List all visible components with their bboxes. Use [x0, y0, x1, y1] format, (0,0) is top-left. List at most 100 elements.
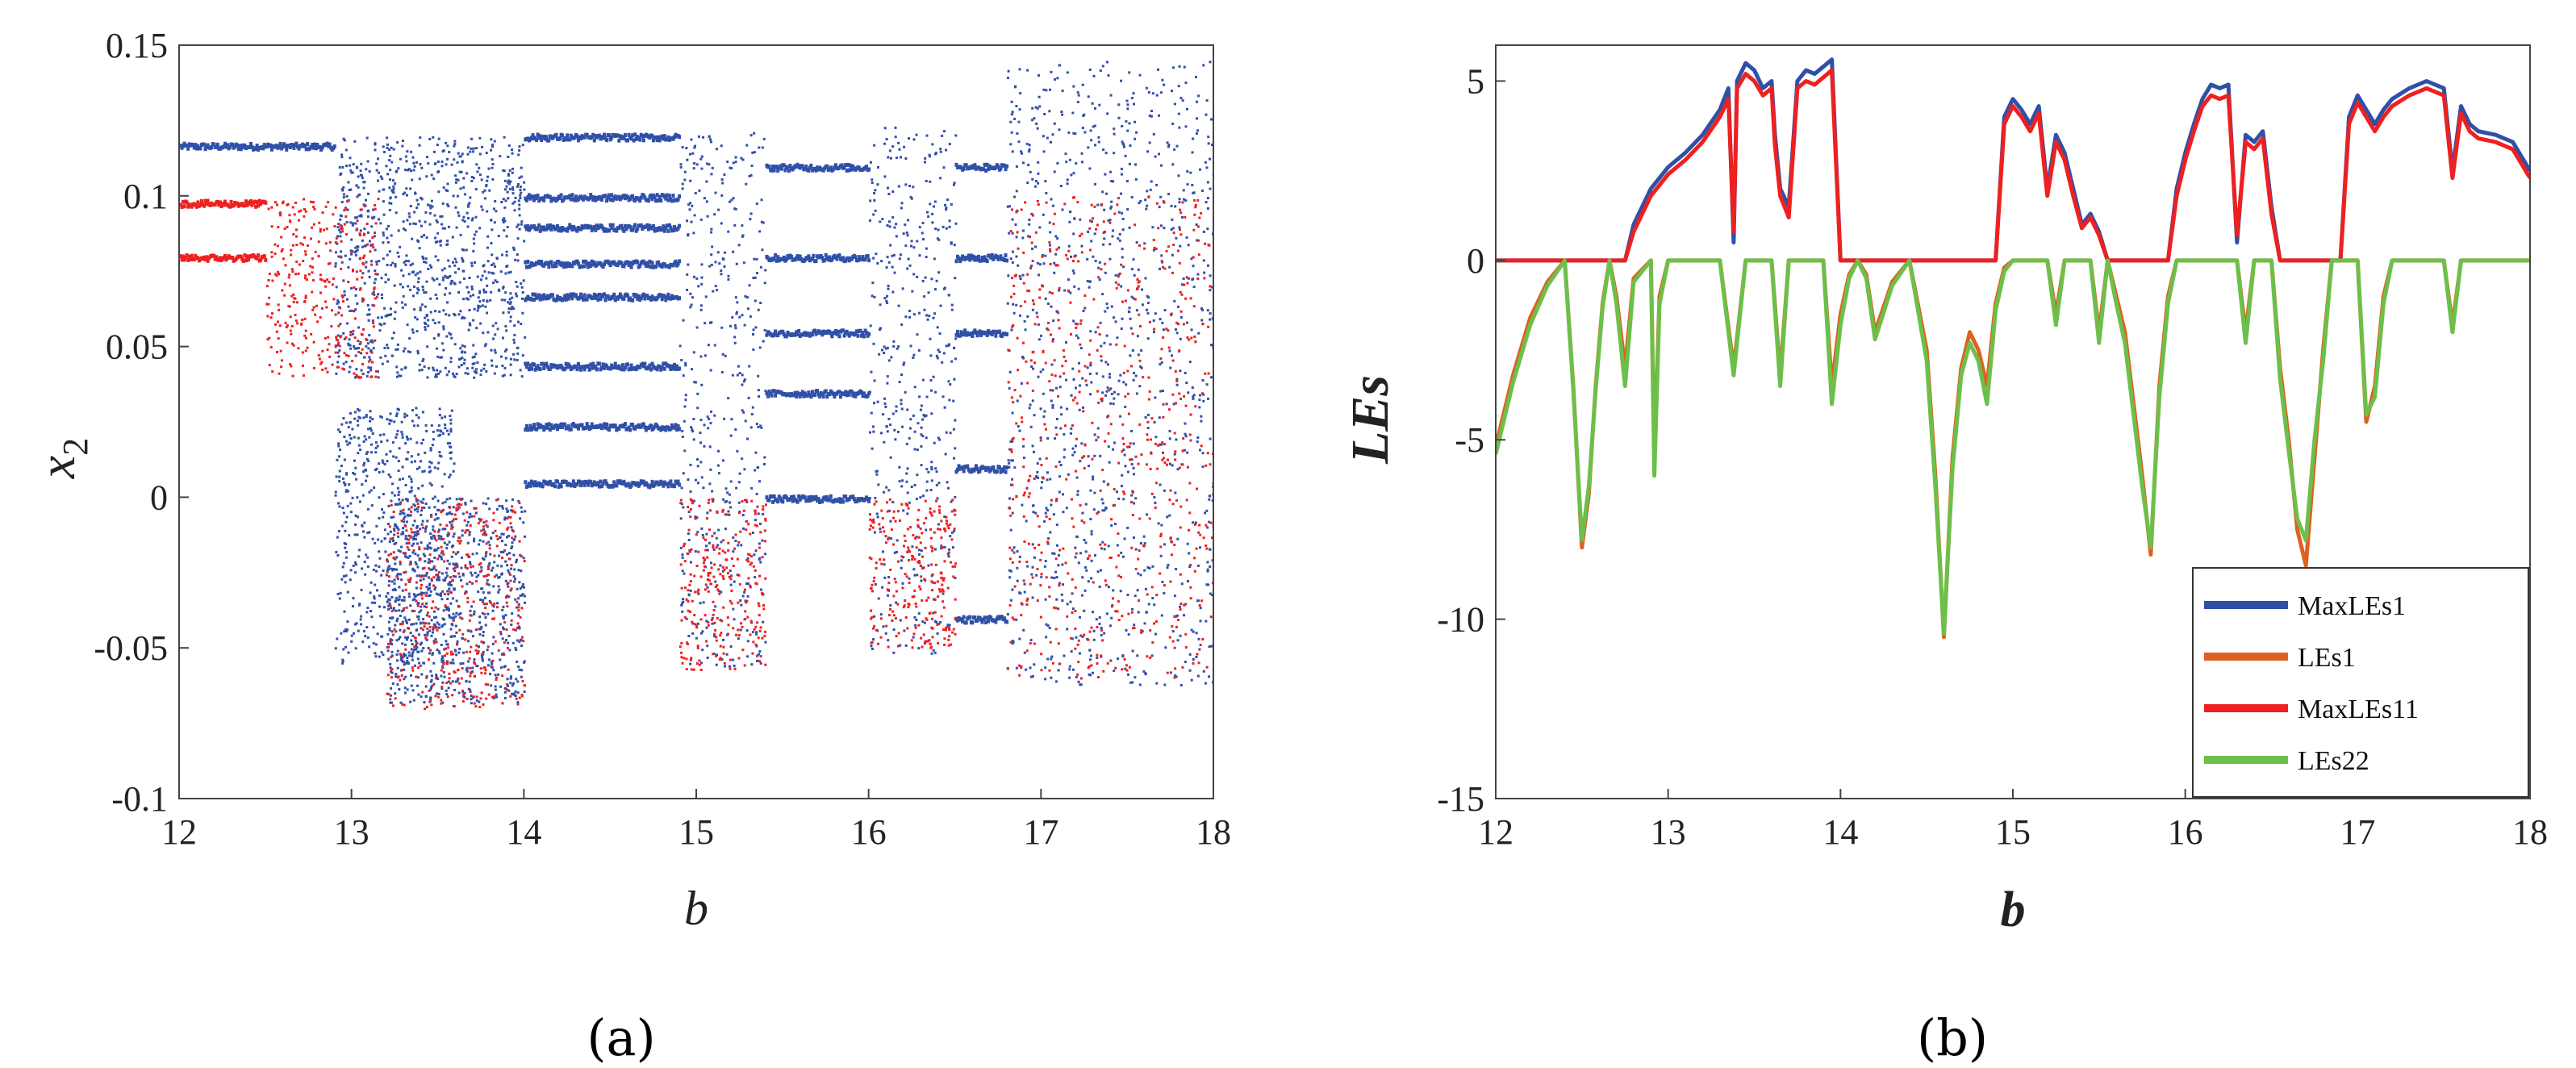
scatter-point: [369, 358, 372, 361]
scatter-point: [758, 650, 762, 653]
scatter-point: [384, 315, 387, 318]
scatter-point: [448, 540, 451, 544]
scatter-point: [622, 136, 626, 140]
scatter-point: [428, 546, 432, 549]
scatter-point: [810, 390, 814, 394]
scatter-point: [405, 160, 408, 163]
scatter-point: [448, 614, 451, 617]
scatter-point: [344, 529, 347, 532]
scatter-point: [424, 328, 427, 332]
scatter-point: [362, 464, 365, 467]
scatter-point: [603, 365, 607, 370]
scatter-point: [937, 523, 940, 526]
scatter-point: [559, 193, 563, 198]
scatter-point: [463, 344, 466, 348]
scatter-point: [480, 655, 483, 658]
scatter-point: [689, 662, 692, 665]
scatter-point: [421, 286, 424, 289]
scatter-point: [444, 576, 447, 579]
scatter-point: [375, 169, 378, 172]
scatter-point: [781, 499, 785, 504]
scatter-point: [399, 282, 402, 286]
scatter-point: [622, 479, 626, 484]
scatter-point: [470, 285, 474, 288]
scatter-point: [406, 150, 409, 153]
scatter-point: [899, 253, 902, 257]
scatter-point: [786, 165, 790, 170]
scatter-point: [397, 549, 400, 552]
scatter-point: [872, 342, 875, 345]
scatter-point: [710, 231, 713, 234]
scatter-point: [958, 333, 962, 338]
scatter-point: [461, 351, 464, 354]
scatter-point: [706, 162, 709, 165]
scatter-point: [512, 553, 516, 557]
scatter-point: [212, 142, 216, 147]
scatter-point: [336, 334, 340, 337]
scatter-point: [440, 537, 443, 540]
scatter-point: [887, 186, 890, 190]
scatter-point: [412, 538, 415, 541]
scatter-point: [453, 144, 456, 148]
scatter-point: [632, 225, 636, 230]
scatter-point: [850, 167, 854, 172]
scatter-point: [891, 265, 894, 269]
scatter-point: [601, 482, 605, 486]
scatter-point: [876, 261, 879, 265]
scatter-point: [798, 394, 802, 398]
scatter-point: [493, 561, 496, 564]
scatter-point: [500, 253, 503, 257]
scatter-point: [474, 511, 478, 515]
scatter-point: [478, 291, 482, 294]
scatter-point: [582, 197, 586, 202]
scatter-point: [366, 160, 369, 163]
scatter-point: [795, 330, 799, 335]
scatter-point: [390, 650, 394, 653]
scatter-point: [425, 586, 428, 589]
scatter-point: [392, 568, 395, 571]
scatter-point: [440, 687, 444, 690]
scatter-point: [767, 164, 771, 169]
scatter-point: [385, 453, 388, 456]
scatter-point: [699, 432, 702, 435]
scatter-point: [872, 213, 875, 216]
scatter-point: [729, 645, 733, 649]
scatter-point: [516, 253, 519, 257]
scatter-point: [433, 214, 436, 217]
scatter-point: [861, 255, 865, 260]
scatter-point: [424, 305, 427, 308]
scatter-point: [474, 370, 478, 373]
scatter-point: [695, 516, 699, 519]
scatter-point: [660, 264, 664, 269]
scatter-point: [397, 599, 400, 602]
scatter-point: [236, 147, 240, 152]
scatter-point: [446, 559, 449, 562]
scatter-point: [402, 608, 405, 611]
scatter-point: [758, 558, 761, 561]
scatter-point: [374, 652, 377, 655]
scatter-point: [599, 484, 603, 489]
scatter-point: [403, 643, 407, 646]
scatter-point: [398, 374, 401, 378]
scatter-point: [418, 363, 421, 366]
scatter-point: [448, 511, 451, 515]
scatter-point: [841, 499, 845, 504]
scatter-point: [357, 555, 361, 558]
scatter-point: [453, 635, 457, 638]
scatter-point: [358, 500, 361, 503]
scatter-point: [734, 161, 737, 164]
scatter-point: [346, 628, 349, 632]
scatter-point: [340, 632, 343, 635]
scatter-point: [717, 590, 720, 593]
scatter-point: [441, 502, 445, 505]
scatter-point: [393, 420, 396, 423]
scatter-point: [473, 610, 476, 613]
scatter-point: [450, 163, 453, 166]
scatter-point: [405, 254, 408, 257]
scatter-point: [418, 247, 421, 250]
scatter-point: [378, 190, 381, 193]
scatter-point: [629, 363, 633, 368]
scatter-point: [449, 661, 453, 665]
scatter-point: [585, 297, 589, 302]
scatter-point: [388, 419, 391, 422]
